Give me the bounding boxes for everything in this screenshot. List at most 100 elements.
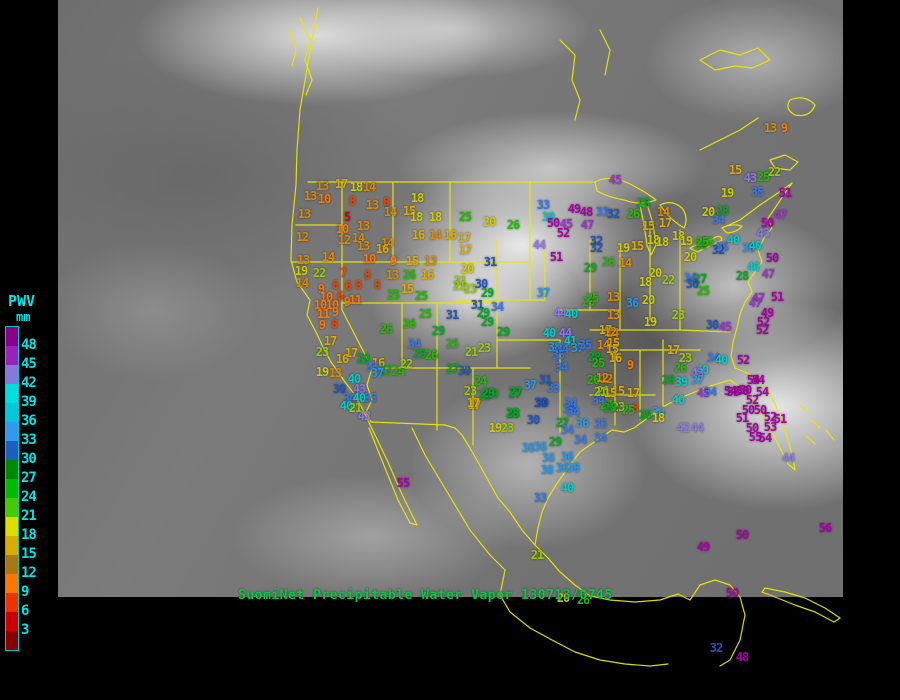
station-value: 23 — [611, 400, 625, 414]
station-value: 32 — [589, 234, 603, 248]
station-value: 17 — [598, 323, 612, 337]
station-value: 53 — [763, 420, 777, 434]
legend-segment — [6, 460, 18, 479]
station-value: 25 — [621, 403, 635, 417]
station-value: 22 — [312, 266, 326, 280]
station-value: 25 — [445, 337, 459, 351]
station-value: 34 — [566, 405, 580, 419]
station-value: 28 — [715, 204, 729, 218]
legend-title: PWV — [8, 292, 36, 310]
station-value: 25 — [695, 235, 709, 249]
station-value: 20 — [648, 266, 662, 280]
station-value: 49 — [760, 306, 774, 320]
legend-tick: 3 — [21, 622, 30, 638]
station-value: 36 — [555, 461, 569, 475]
station-value: 29 — [476, 306, 490, 320]
station-value: 36 — [533, 440, 547, 454]
station-value: 9 — [331, 305, 339, 319]
station-value: 55 — [396, 476, 410, 490]
station-value: 29 — [356, 352, 370, 366]
station-value: 30 — [533, 396, 547, 410]
station-value: 34 — [573, 433, 587, 447]
station-value: 38 — [566, 461, 580, 475]
station-value: 25 — [581, 295, 595, 309]
station-value: 14 — [428, 228, 442, 242]
station-value: 28 — [603, 401, 617, 415]
station-value: 15 — [402, 204, 416, 218]
station-value: 34 — [683, 271, 697, 285]
station-value: 16 — [371, 356, 385, 370]
station-value: 9 — [389, 254, 397, 268]
station-value: 14 — [605, 326, 619, 340]
station-value: 17 — [457, 231, 471, 245]
station-value: 17 — [467, 398, 481, 412]
station-value: 13 — [328, 366, 342, 380]
legend-tick: 33 — [21, 432, 37, 448]
station-value: 10 — [319, 290, 333, 304]
legend-tick: 9 — [21, 584, 30, 600]
station-value: 36 — [575, 416, 589, 430]
station-value: 52 — [763, 410, 777, 424]
legend-tick: 18 — [21, 527, 37, 543]
station-value: 34 — [591, 393, 605, 407]
station-value: 50 — [725, 586, 739, 600]
station-value: 31 — [445, 308, 459, 322]
station-value: 27 — [445, 362, 459, 376]
station-value: 50 — [738, 383, 752, 397]
station-value: 25 — [418, 307, 432, 321]
station-value: 30 — [332, 382, 346, 396]
station-value: 9 — [780, 121, 788, 135]
station-value: 16 — [411, 228, 425, 242]
station-value: 54 — [746, 373, 760, 387]
legend-tick: 15 — [21, 546, 37, 562]
station-value: 19 — [679, 234, 693, 248]
legend-segment — [6, 498, 18, 517]
station-value: 8 — [354, 278, 362, 292]
station-value: 37 — [523, 378, 537, 392]
station-value: 13 — [356, 239, 370, 253]
station-value: 18 — [651, 411, 665, 425]
legend-tick: 48 — [21, 337, 37, 353]
station-value: 29 — [481, 386, 495, 400]
station-value: 32 — [589, 241, 603, 255]
station-value: 34 — [711, 213, 725, 227]
station-value: 9 — [626, 358, 634, 372]
station-value: 17 — [458, 243, 472, 257]
station-value: 14 — [656, 205, 670, 219]
station-value: 29 — [412, 347, 426, 361]
legend-tick: 30 — [21, 451, 37, 467]
station-value: 40 — [339, 399, 353, 413]
station-value: 40 — [347, 372, 361, 386]
legend-segment — [6, 327, 18, 346]
station-value: 22 — [767, 165, 781, 179]
station-value: 35 — [551, 348, 565, 362]
station-value: 36 — [651, 405, 665, 419]
station-value: 15 — [603, 386, 617, 400]
station-value: 35 — [363, 391, 377, 405]
station-value: 14 — [383, 205, 397, 219]
legend-unit: mm — [16, 310, 31, 324]
station-value: 21 — [530, 548, 544, 562]
station-value: 19 — [643, 315, 657, 329]
station-value: 20 — [460, 262, 474, 276]
station-value: 25 — [386, 288, 400, 302]
station-value: 16 — [335, 352, 349, 366]
station-value: 23 — [463, 282, 477, 296]
legend-tick: 12 — [21, 565, 37, 581]
station-value: 21 — [348, 401, 362, 415]
station-value: 49 — [696, 540, 710, 554]
station-value: 13 — [297, 207, 311, 221]
station-value: 38 — [540, 463, 554, 477]
station-value: 13 — [606, 308, 620, 322]
station-value: 34 — [365, 360, 379, 374]
station-value: 14 — [362, 180, 376, 194]
station-value: 27 — [693, 272, 707, 286]
station-value: 19 — [294, 264, 308, 278]
station-value: 18 — [638, 275, 652, 289]
station-value: 33 — [533, 491, 547, 505]
station-value: 7 — [339, 266, 347, 280]
station-value: 34 — [703, 385, 717, 399]
station-value: 54 — [758, 431, 772, 445]
